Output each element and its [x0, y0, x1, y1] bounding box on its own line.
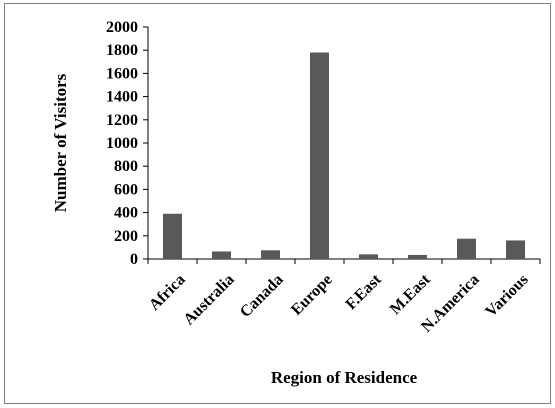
- y-tick-labels: 0 200 400 600 800 1000 1200 1400 1600 1800 2000: [106, 19, 138, 268]
- y-tick-label: 1400: [106, 89, 138, 106]
- x-category-label: Australia: [180, 271, 237, 328]
- x-category-label: Africa: [146, 271, 189, 314]
- y-axis-label: Number of Visitors: [51, 73, 70, 212]
- y-tick-label: 600: [114, 181, 138, 198]
- axes: [143, 26, 541, 264]
- bar-africa: [163, 213, 182, 259]
- bar-n-america: [457, 238, 476, 259]
- y-tick-label: 800: [114, 158, 138, 175]
- x-category-label: Europe: [288, 271, 336, 319]
- bar-australia: [212, 251, 231, 259]
- x-category-label: Canada: [237, 271, 287, 321]
- bar-europe: [310, 52, 329, 259]
- y-tick-label: 400: [114, 205, 138, 222]
- bar-f-east: [359, 254, 378, 259]
- y-tick-label: 0: [130, 251, 138, 268]
- y-tick-label: 1600: [106, 65, 138, 82]
- x-category-label: F.East: [343, 271, 386, 314]
- bar-canada: [261, 250, 280, 259]
- y-tick-label: 1200: [106, 112, 138, 129]
- bar-various: [506, 240, 525, 259]
- x-category-label: Various: [482, 271, 531, 320]
- y-tick-label: 1800: [106, 42, 138, 59]
- chart-frame: [4, 3, 551, 404]
- x-category-label: M.East: [387, 271, 434, 318]
- bars: [163, 52, 525, 259]
- bar-m-east: [408, 254, 427, 259]
- y-tick-label: 200: [114, 228, 138, 245]
- x-axis-label: Region of Residence: [271, 368, 418, 387]
- y-tick-label: 2000: [106, 19, 138, 36]
- y-tick-label: 1000: [106, 135, 138, 152]
